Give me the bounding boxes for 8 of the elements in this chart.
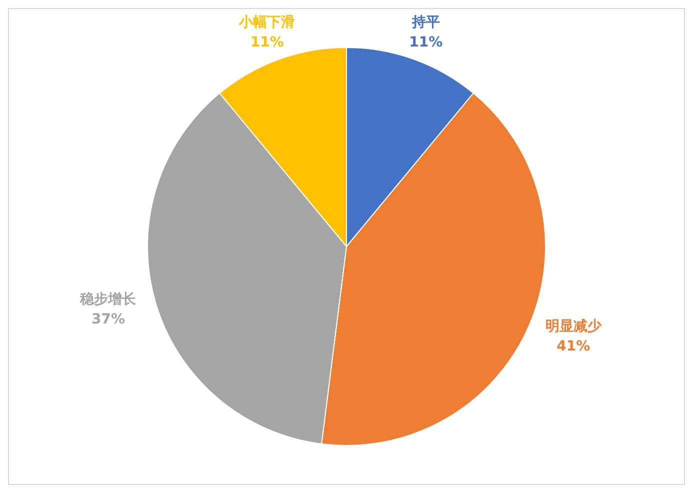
data-label: 11% [250, 34, 284, 51]
slice-label: 明显减少 [545, 318, 602, 334]
slice-label: 稳步增长 [79, 291, 138, 308]
slice-label: 小幅下滑 [238, 14, 296, 31]
slice-label: 持平 [410, 14, 440, 31]
data-label: 11% [409, 34, 443, 51]
data-label: 41% [556, 338, 590, 354]
data-label: 37% [91, 311, 125, 328]
